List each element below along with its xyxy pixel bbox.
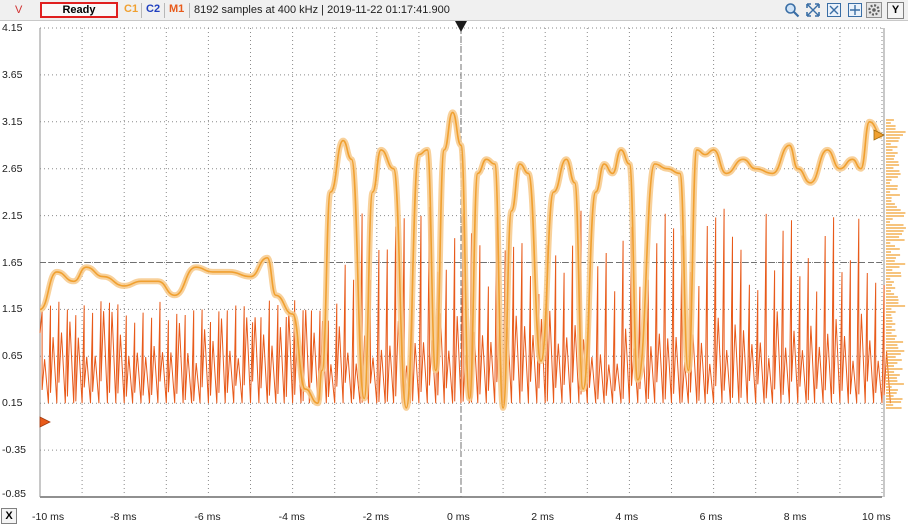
divider: [189, 3, 190, 18]
y-tick-label: -0.35: [2, 444, 26, 457]
y-axis-button[interactable]: Y: [887, 2, 904, 19]
x-tick-label: 10 ms: [862, 511, 891, 523]
y-tick-label: 3.65: [2, 68, 23, 81]
x-tick-label: 2 ms: [531, 511, 554, 523]
m1-waveform: [39, 206, 891, 404]
x-tick-label: 4 ms: [615, 511, 639, 523]
x-tick-label: -6 ms: [194, 511, 221, 523]
x-tick-label: -10 ms: [32, 511, 65, 523]
y-tick-label: 2.65: [2, 162, 23, 175]
c1-histogram: [886, 119, 906, 409]
y-tick-label: 2.15: [2, 209, 23, 222]
zoom-icon[interactable]: [784, 2, 800, 18]
trace-m1: [39, 206, 891, 404]
y-tick-label: 4.15: [2, 22, 23, 34]
x-tick-label: -8 ms: [110, 511, 137, 523]
x-tick-label: -4 ms: [278, 511, 305, 523]
y-tick-label: 0.65: [2, 350, 23, 363]
trigger-level-marker[interactable]: [873, 129, 885, 141]
toolbar: V Ready C1 C2 M1 8192 samples at 400 kHz…: [0, 0, 908, 21]
trigger-time-marker[interactable]: [455, 21, 467, 32]
y-unit-label: V: [15, 4, 23, 16]
y-tick-label: 3.15: [2, 115, 23, 128]
x-tick-label: -2 ms: [362, 511, 390, 523]
y-tick-label: 0.15: [2, 397, 23, 410]
trace-c1: [38, 109, 883, 411]
side-histogram: [886, 119, 906, 409]
markers: [39, 21, 885, 428]
settings-gear-icon[interactable]: [866, 2, 882, 18]
reference-lines: [40, 28, 882, 497]
x-axis-button[interactable]: X: [1, 508, 17, 524]
x-tick-label: 8 ms: [783, 511, 807, 523]
x-tick-label: 6 ms: [699, 511, 723, 523]
acquisition-info: 8192 samples at 400 kHz | 2019-11-22 01:…: [194, 4, 450, 16]
zoom-out-icon[interactable]: [826, 2, 842, 18]
zoom-in-icon[interactable]: [847, 2, 863, 18]
c1-waveform: [39, 111, 883, 409]
divider: [164, 3, 165, 18]
math-m1-toggle[interactable]: M1: [169, 3, 185, 15]
channel-c1-toggle[interactable]: C1: [124, 3, 139, 15]
m1-offset-marker[interactable]: [39, 416, 51, 428]
divider: [141, 3, 142, 18]
y-tick-label: -0.85: [2, 488, 26, 500]
channel-c2-toggle[interactable]: C2: [146, 3, 161, 15]
x-tick-label: 0 ms: [447, 511, 470, 523]
zoom-to-fit-icon[interactable]: [805, 2, 821, 18]
y-tick-label: 1.15: [2, 303, 23, 316]
scope-plot-area[interactable]: [0, 21, 908, 528]
y-tick-label: 1.65: [2, 256, 23, 269]
status-ready-button[interactable]: Ready: [40, 2, 118, 18]
